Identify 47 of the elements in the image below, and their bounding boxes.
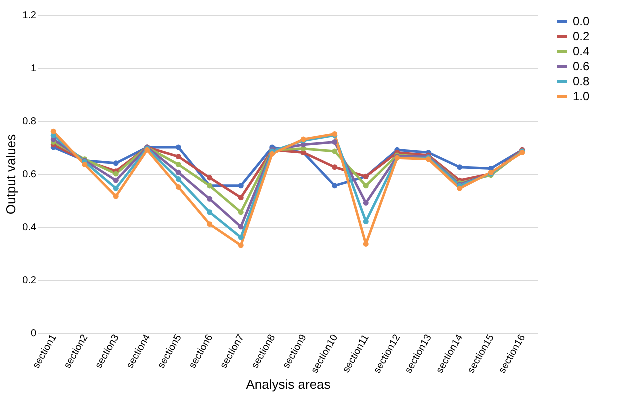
point [238, 242, 244, 248]
legend-label: 0.0 [573, 14, 590, 28]
point [176, 176, 182, 182]
point [238, 234, 244, 240]
point [332, 148, 338, 154]
legend-label: 1.0 [573, 90, 590, 104]
point [207, 222, 213, 228]
point [332, 183, 338, 189]
point [176, 184, 182, 190]
y-tick-label: 0.2 [22, 276, 37, 286]
point [176, 154, 182, 160]
point [176, 170, 182, 176]
point [332, 139, 338, 145]
point [457, 164, 463, 170]
point [238, 183, 244, 189]
point [457, 186, 463, 192]
y-tick-label: 0 [30, 328, 37, 340]
y-tick-label: 1 [30, 64, 37, 74]
legend-label: 0.6 [573, 60, 590, 74]
point [238, 210, 244, 216]
point [207, 210, 213, 216]
legend-label: 0.2 [573, 30, 590, 44]
point [113, 178, 119, 184]
point [50, 128, 56, 134]
y-tick-label: 0.8 [22, 116, 37, 128]
point [113, 171, 119, 177]
x-axis-title: Analysis areas [246, 377, 332, 392]
y-tick-label: 0.6 [22, 170, 37, 180]
point [113, 194, 119, 200]
point [238, 195, 244, 201]
point [238, 224, 244, 230]
y-axis-title: Output values [4, 134, 19, 215]
point [363, 183, 369, 189]
point [207, 196, 213, 202]
point [176, 162, 182, 168]
point [363, 200, 369, 206]
point [332, 164, 338, 170]
point [270, 151, 276, 157]
point [176, 144, 182, 150]
y-tick-label: 0.4 [22, 222, 37, 234]
point [113, 186, 119, 192]
point [82, 162, 88, 168]
legend-label: 0.8 [573, 74, 590, 88]
point [113, 160, 119, 166]
legend-label: 0.4 [573, 44, 590, 58]
point [207, 175, 213, 181]
y-tick-label: 1.2 [22, 10, 37, 22]
